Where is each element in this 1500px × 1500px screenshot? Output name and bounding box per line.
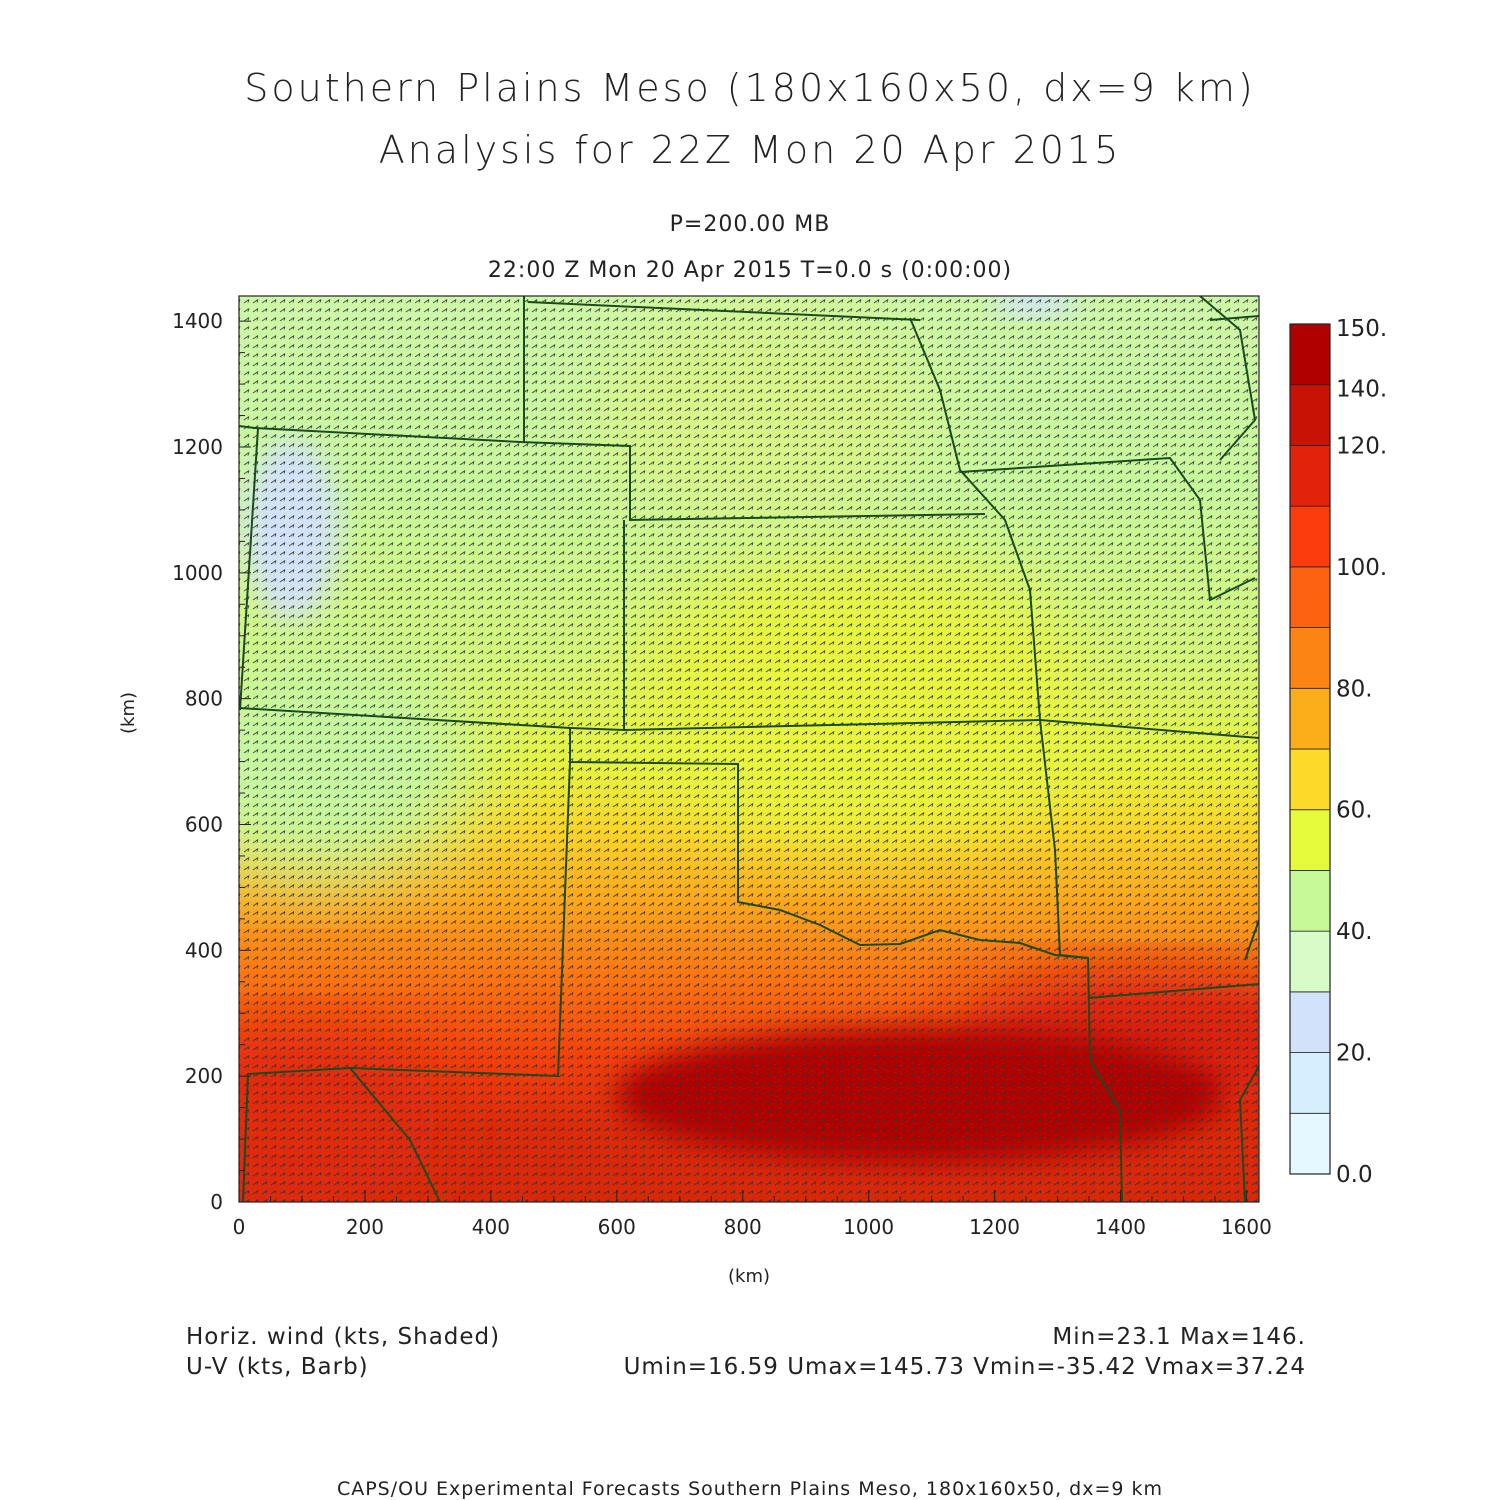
colorbar-label: 100. <box>1336 555 1387 581</box>
colorbar-swatch <box>1289 323 1331 386</box>
colorbar-swatch <box>1289 1112 1331 1175</box>
x-tick-label: 0 <box>233 1215 246 1239</box>
colorbar-label: 80. <box>1336 676 1373 702</box>
y-tick-label: 0 <box>210 1190 223 1214</box>
colorbar-label: 150. <box>1336 316 1387 342</box>
y-tick-label: 800 <box>185 687 223 711</box>
x-tick-label: 1600 <box>1221 1215 1272 1239</box>
pressure-level-label: P=200.00 MB <box>669 212 831 237</box>
x-tick-label: 800 <box>724 1215 762 1239</box>
colorbar-swatch <box>1289 930 1331 993</box>
colorbar-swatch <box>1289 445 1331 507</box>
colorbar-swatch <box>1289 505 1331 568</box>
y-tick-label: 200 <box>185 1064 223 1088</box>
plot-frame <box>238 295 1260 1203</box>
x-tick-label: 400 <box>472 1215 510 1239</box>
valid-time-label: 22:00 Z Mon 20 Apr 2015 T=0.0 s (0:00:00… <box>487 258 1013 283</box>
plot-title: Southern Plains Meso (180x160x50, dx=9 k… <box>244 66 1256 110</box>
y-axis: 0 200 400 600 800 1000 1200 1400 <box>172 309 251 1214</box>
y-tick-label: 1000 <box>172 561 223 585</box>
x-axis-unit: (km) <box>728 1266 771 1287</box>
x-axis: 0 200 400 600 800 1000 1200 1400 1600 <box>233 1190 1272 1239</box>
x-tick-label: 1400 <box>1095 1215 1146 1239</box>
x-tick-label: 200 <box>346 1215 384 1239</box>
y-axis-unit: (km) <box>118 691 139 734</box>
x-tick-label: 1200 <box>969 1215 1020 1239</box>
colorbar-label: 120. <box>1336 433 1387 459</box>
colorbar-label: 140. <box>1336 377 1387 403</box>
colorbar: 0.0 20. 40. 60. 80. 100. 120. 140. 150. <box>1289 316 1387 1188</box>
min-max-readout: Min=23.1 Max=146. <box>1052 1324 1306 1350</box>
colorbar-swatch <box>1289 809 1331 871</box>
colorbar-label: 20. <box>1336 1041 1373 1067</box>
x-tick-label: 1000 <box>843 1215 894 1239</box>
colorbar-swatch <box>1289 687 1331 750</box>
colorbar-label: 40. <box>1336 919 1373 945</box>
wind-speed-shading <box>239 296 1259 1202</box>
y-tick-label: 1200 <box>172 435 223 459</box>
colorbar-label: 0.0 <box>1336 1162 1373 1188</box>
shading-field-label: Horiz. wind (kts, Shaded) <box>186 1324 501 1350</box>
credit-line: CAPS/OU Experimental Forecasts Southern … <box>336 1478 1164 1500</box>
state-boundaries <box>239 296 1259 1202</box>
colorbar-label: 60. <box>1336 798 1373 824</box>
x-tick-label: 600 <box>598 1215 636 1239</box>
colorbar-swatch <box>1289 627 1331 689</box>
y-tick-label: 400 <box>185 938 223 962</box>
uv-min-max-readout: Umin=16.59 Umax=145.73 Vmin=-35.42 Vmax=… <box>623 1354 1306 1380</box>
colorbar-swatch <box>1289 384 1331 446</box>
barb-field-label: U-V (kts, Barb) <box>186 1354 369 1380</box>
colorbar-swatch <box>1289 1052 1331 1114</box>
colorbar-swatch <box>1289 870 1331 932</box>
colorbar-frame <box>1289 323 1331 1175</box>
plot-subtitle: Analysis for 22Z Mon 20 Apr 2015 <box>378 128 1122 172</box>
colorbar-swatch <box>1289 748 1331 811</box>
colorbar-swatch <box>1289 991 1331 1053</box>
y-tick-label: 1400 <box>172 309 223 333</box>
colorbar-swatch <box>1289 566 1331 628</box>
y-tick-label: 600 <box>185 813 223 837</box>
